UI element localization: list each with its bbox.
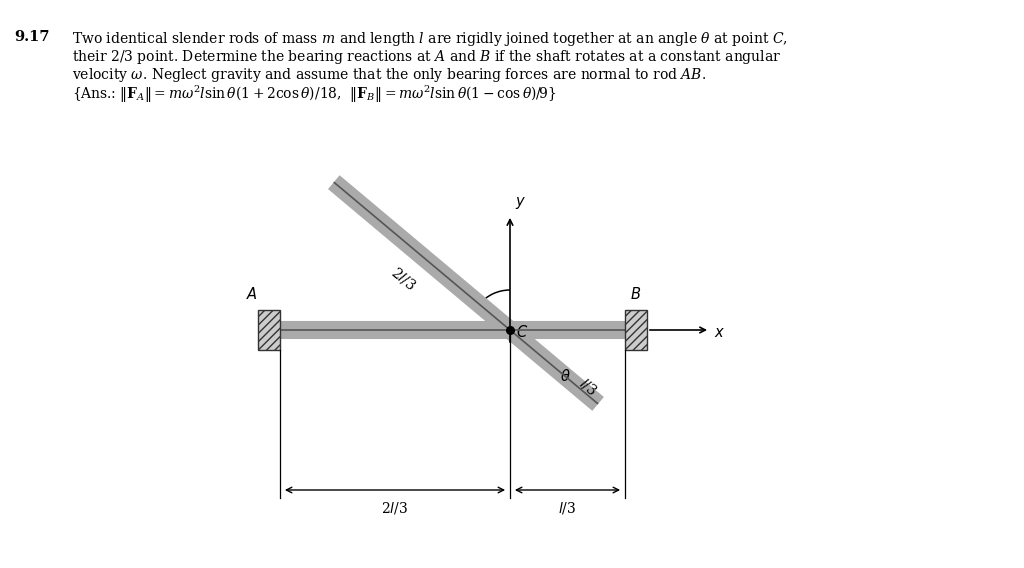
Text: $y$: $y$	[515, 195, 526, 211]
Text: $x$: $x$	[714, 326, 725, 340]
Text: $\theta$: $\theta$	[560, 368, 570, 384]
Text: 2$l$/3: 2$l$/3	[382, 500, 409, 516]
Text: 9.17: 9.17	[14, 30, 49, 44]
Text: $C$: $C$	[516, 324, 528, 340]
Text: $B$: $B$	[630, 286, 641, 302]
Text: Two identical slender rods of mass $m$ and length $l$ are rigidly joined togethe: Two identical slender rods of mass $m$ a…	[72, 30, 787, 48]
Text: $l$/3: $l$/3	[577, 375, 600, 399]
Text: their 2/3 point. Determine the bearing reactions at $A$ and $B$ if the shaft rot: their 2/3 point. Determine the bearing r…	[72, 48, 781, 66]
Text: $l$/3: $l$/3	[558, 500, 577, 516]
Text: 2$l$/3: 2$l$/3	[388, 264, 420, 294]
Text: $A$: $A$	[246, 286, 258, 302]
Bar	[625, 310, 647, 350]
Text: velocity $\omega$. Neglect gravity and assume that the only bearing forces are n: velocity $\omega$. Neglect gravity and a…	[72, 66, 707, 84]
Text: $\{$Ans.: $\|\mathbf{F}_A\| = m\omega^2 l\sin\theta(1 + 2\cos\theta)/18$,  $\|\m: $\{$Ans.: $\|\mathbf{F}_A\| = m\omega^2 …	[72, 84, 557, 105]
Bar	[258, 310, 280, 350]
